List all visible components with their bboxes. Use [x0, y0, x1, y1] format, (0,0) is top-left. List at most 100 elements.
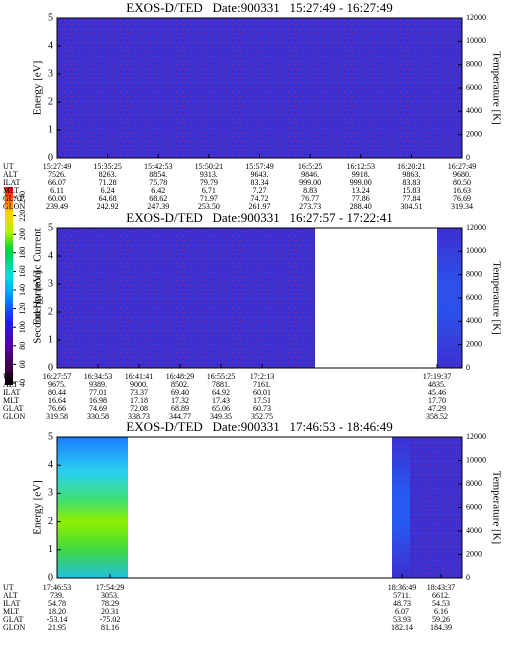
row-value: 9389.	[89, 380, 107, 389]
y2-tick-label: 10000	[466, 246, 486, 255]
row-value: 739.	[50, 591, 64, 600]
row-value: 9313.	[200, 170, 218, 179]
colorbar-tick-label: 80	[18, 342, 27, 350]
row-value: 18:36:49	[388, 583, 416, 592]
row-value: 344.77	[169, 412, 191, 421]
y-tick-label: 5	[48, 431, 53, 442]
row-label: UT	[3, 372, 14, 381]
spectrogram	[57, 228, 315, 368]
y2-tick-label: 8000	[466, 59, 482, 68]
row-value: 17.51	[253, 396, 271, 405]
row-value: 9000.	[130, 380, 148, 389]
row-value: 78.29	[101, 599, 119, 608]
y-tick-label: 5	[48, 222, 53, 233]
row-value: 80.50	[453, 178, 471, 187]
row-value: 45.46	[428, 388, 446, 397]
row-value: 65.06	[212, 404, 230, 413]
y-tick-label: 2	[48, 96, 53, 107]
row-value: 64.92	[212, 388, 230, 397]
row-value: 77.01	[89, 388, 107, 397]
spectrogram	[392, 437, 410, 578]
row-value: 9675.	[48, 380, 66, 389]
row-value: 338.73	[128, 412, 150, 421]
row-value: 16:12:53	[347, 162, 375, 171]
row-value: 304.51	[400, 202, 422, 211]
row-value: 6612.	[432, 591, 450, 600]
row-value: 79.79	[200, 178, 218, 187]
y2-axis-label: Temperature [K]	[490, 261, 502, 334]
row-value: 349.35	[210, 412, 232, 421]
row-value: 53.93	[393, 615, 411, 624]
colorbar-tick-label: 40	[18, 379, 27, 387]
y2-tick-label: 6000	[466, 293, 482, 302]
row-value: 60.73	[253, 404, 271, 413]
row-label: ILAT	[3, 388, 20, 397]
row-value: 71.28	[99, 178, 117, 187]
row-value: 16:20:21	[397, 162, 425, 171]
row-value: 77.86	[352, 194, 370, 203]
row-value: 16.63	[453, 186, 471, 195]
y2-axis-label: Temperature [K]	[490, 51, 502, 124]
row-value: 7881.	[212, 380, 230, 389]
y2-tick-label: 0	[466, 363, 470, 372]
y2-tick-label: 8000	[466, 269, 482, 278]
row-label: GLAT	[3, 615, 24, 624]
y2-tick-label: 12000	[466, 223, 486, 232]
row-value: 352.75	[251, 412, 273, 421]
row-value: 16:48:29	[166, 372, 194, 381]
colorbar-tick-label: 60	[18, 360, 27, 368]
row-label: ILAT	[3, 599, 20, 608]
row-value: 6.42	[151, 186, 165, 195]
row-value: 16:27:49	[448, 162, 476, 171]
y2-tick-label: 4000	[466, 106, 482, 115]
row-label: GLON	[3, 412, 25, 421]
colorbar-tick-label: 200	[18, 228, 27, 240]
row-label: GLAT	[3, 404, 24, 413]
row-value: 60.01	[253, 388, 271, 397]
row-value: 247.39	[147, 202, 169, 211]
row-label: MLT	[3, 186, 19, 195]
colorbar-tick-label: 180	[18, 247, 27, 259]
row-value: 15.83	[402, 186, 420, 195]
spectrogram	[437, 228, 462, 368]
row-value: 9643.	[251, 170, 269, 179]
row-value: 261.97	[249, 202, 271, 211]
colorbar-tick-label: 220	[18, 210, 27, 222]
row-value: 16:55:25	[207, 372, 235, 381]
row-value: 6.11	[50, 186, 64, 195]
row-value: 9863.	[402, 170, 420, 179]
y2-tick-label: 10000	[466, 36, 486, 45]
row-value: 77.84	[402, 194, 420, 203]
y-axis-label: Energy [eV]	[32, 480, 44, 534]
spectrogram	[57, 437, 128, 578]
row-label: GLON	[3, 623, 25, 632]
row-value: -75.02	[100, 615, 121, 624]
row-value: 59.26	[432, 615, 450, 624]
row-value: 75.78	[149, 178, 167, 187]
y-tick-label: 3	[48, 278, 53, 289]
row-value: 9680.	[453, 170, 471, 179]
row-value: 17:46:53	[43, 583, 71, 592]
panel-title: EXOS-D/TED Date:900331 17:46:53 - 18:46:…	[126, 419, 392, 434]
row-value: 76.66	[48, 404, 66, 413]
y-tick-label: 2	[48, 306, 53, 317]
row-value: 239.49	[46, 202, 68, 211]
row-value: 3053.	[101, 591, 119, 600]
row-value: 16.98	[89, 396, 107, 405]
row-value: 242.92	[97, 202, 119, 211]
row-value: 18:43:37	[427, 583, 455, 592]
row-value: 60.00	[48, 194, 66, 203]
y-tick-label: 0	[48, 152, 53, 163]
row-value: 16:34:53	[84, 372, 112, 381]
y2-tick-label: 2000	[466, 339, 482, 348]
y-axis-label: Energy [eV]	[32, 271, 44, 325]
row-value: 999.00	[350, 178, 372, 187]
row-value: 15:42:53	[144, 162, 172, 171]
row-value: 17:54:29	[96, 583, 124, 592]
row-value: 15:35:25	[93, 162, 121, 171]
row-value: 6.24	[101, 186, 115, 195]
row-value: 6.71	[202, 186, 216, 195]
row-value: 69.40	[171, 388, 189, 397]
y2-tick-label: 8000	[466, 479, 482, 488]
row-value: 71.97	[200, 194, 218, 203]
